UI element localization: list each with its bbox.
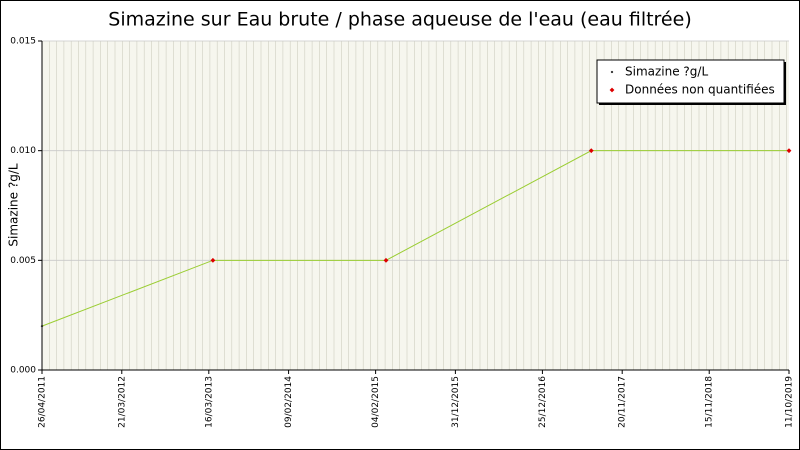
data-point	[40, 324, 44, 328]
x-tick-label: 26/04/2011	[38, 376, 48, 428]
x-tick-label: 21/03/2012	[117, 376, 127, 428]
data-point	[383, 257, 389, 263]
x-tick-label: 04/02/2015	[371, 376, 381, 428]
y-tick-label: 0.005	[10, 256, 36, 266]
legend-marker	[609, 87, 615, 93]
legend-box	[596, 59, 785, 104]
data-point	[786, 148, 792, 154]
y-tick-label: 0.015	[10, 37, 36, 47]
x-tick-label: 09/02/2014	[284, 376, 294, 428]
x-tick-label: 15/11/2018	[705, 376, 715, 428]
data-point	[588, 148, 594, 154]
legend-marker	[610, 70, 614, 74]
x-tick-label: 11/10/2019	[785, 376, 795, 428]
legend-label: Simazine ?g/L	[625, 65, 708, 79]
y-tick-label: 0.000	[10, 366, 36, 376]
x-tick-label: 16/03/2013	[204, 376, 214, 428]
x-tick-label: 31/12/2015	[451, 376, 461, 428]
x-tick-label: 20/11/2017	[618, 376, 628, 428]
y-axis-label: Simazine ?g/L	[7, 163, 21, 246]
x-tick-label: 25/12/2016	[538, 376, 548, 428]
chart-title: Simazine sur Eau brute / phase aqueuse d…	[108, 9, 691, 31]
data-point	[210, 257, 216, 263]
y-tick-label: 0.010	[10, 146, 36, 156]
legend-label: Données non quantifiées	[625, 83, 775, 97]
